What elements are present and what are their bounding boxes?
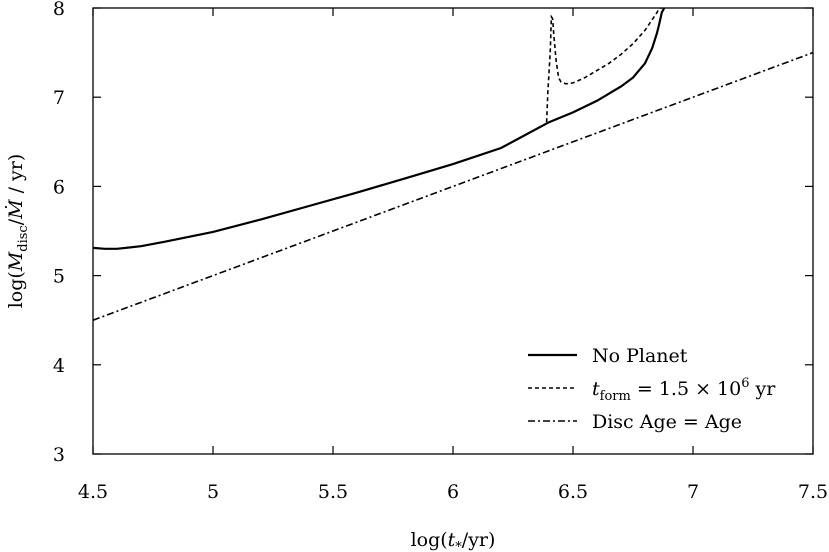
plot-layer (93, 8, 813, 321)
x-tick-label: 6.5 (558, 481, 588, 503)
y-tick-label: 5 (53, 266, 65, 288)
y-tick-label: 6 (53, 176, 65, 198)
y-axis-title: log(Mdisc/Ṁ / yr) (4, 154, 31, 309)
legend-label-2: Disc Age = Age (592, 411, 742, 433)
x-tick-label: 7 (687, 481, 699, 503)
y-tick-label: 7 (53, 87, 65, 109)
legend-label-0: No Planet (592, 345, 688, 367)
legend: No Planet tform = 1.5 × 106 yr Disc Age = … (528, 345, 776, 433)
series-line-1 (545, 8, 662, 123)
series-line-0 (93, 8, 666, 250)
axis-layer: 4.5 5 5.5 6 6.5 7 7.5 3 4 5 6 7 8 log(t*/yr) log(Mdisc… (4, 0, 828, 552)
y-tick-label: 3 (53, 444, 65, 466)
x-axis-title: log(t*/yr) (411, 529, 496, 552)
x-tick-label: 4.5 (78, 481, 108, 503)
series-line-2 (93, 51, 813, 321)
legend-label-1: tform = 1.5 × 106 yr (592, 376, 776, 404)
x-tick-label: 5 (207, 481, 219, 503)
x-tick-label: 5.5 (318, 481, 348, 503)
y-tick-label: 4 (53, 355, 65, 377)
x-tick-label: 7.5 (798, 481, 828, 503)
x-tick-label: 6 (447, 481, 459, 503)
y-tick-label: 8 (53, 0, 65, 20)
